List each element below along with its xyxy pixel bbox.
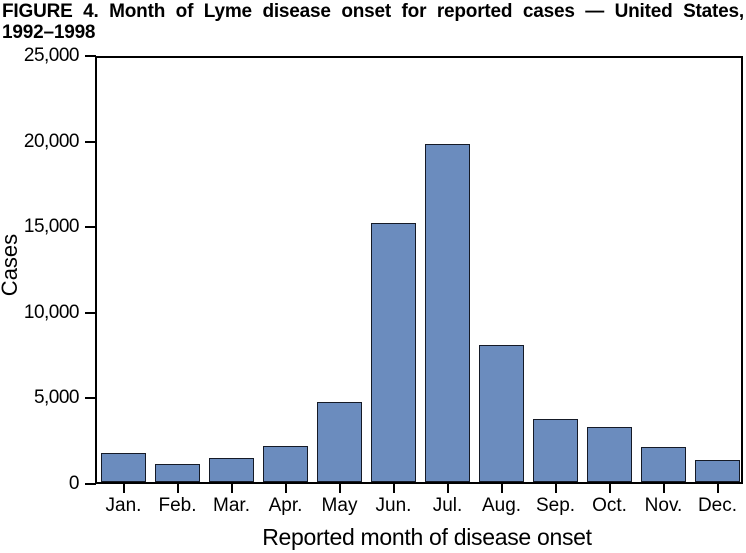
x-tick-label-may: May xyxy=(321,495,358,516)
bar-jun xyxy=(371,223,416,482)
x-tick-label-nov: Nov. xyxy=(644,495,683,516)
x-tick-jun xyxy=(392,484,395,493)
x-tick-label-feb: Feb. xyxy=(158,495,197,516)
bar-may xyxy=(317,402,362,482)
bar-sep xyxy=(533,419,578,482)
x-tick-label-mar: Mar. xyxy=(213,495,250,516)
x-tick-may xyxy=(338,484,341,493)
bar-jan xyxy=(101,453,146,482)
x-tick-feb xyxy=(176,484,179,493)
x-tick-jul xyxy=(446,484,449,493)
y-tick-0 xyxy=(85,483,96,485)
x-tick-label-aug: Aug. xyxy=(481,495,522,516)
x-tick-oct xyxy=(608,484,611,493)
figure-title-line1: FIGURE 4. Month of Lyme disease onset fo… xyxy=(2,1,744,22)
bar-apr xyxy=(263,446,308,482)
y-tick-label-5000: 5,000 xyxy=(33,387,80,409)
y-tick-5000 xyxy=(85,397,96,400)
bar-jul xyxy=(425,144,470,482)
y-tick-20000 xyxy=(85,140,96,143)
plot-area xyxy=(95,56,743,484)
x-tick-dec xyxy=(716,484,719,493)
y-tick-10000 xyxy=(85,311,96,314)
x-tick-aug xyxy=(500,484,503,493)
bar-dec xyxy=(695,460,740,482)
x-tick-label-oct: Oct. xyxy=(592,495,627,516)
y-axis-title: Cases xyxy=(0,233,22,297)
y-tick-label-15000: 15,000 xyxy=(23,216,80,238)
x-tick-label-jul: Jul. xyxy=(432,495,463,516)
x-tick-jan xyxy=(122,484,125,493)
bar-oct xyxy=(587,427,632,482)
y-tick-label-0: 0 xyxy=(68,473,80,494)
y-tick-25000 xyxy=(85,55,96,57)
y-tick-15000 xyxy=(85,226,96,229)
x-tick-label-apr: Apr. xyxy=(268,495,303,516)
x-tick-label-jan: Jan. xyxy=(105,495,142,516)
y-tick-label-10000: 10,000 xyxy=(23,301,80,323)
bar-feb xyxy=(155,464,200,482)
x-tick-apr xyxy=(284,484,287,493)
x-tick-label-sep: Sep. xyxy=(535,495,576,516)
y-tick-label-20000: 20,000 xyxy=(23,130,80,152)
x-tick-mar xyxy=(230,484,233,493)
x-tick-label-jun: Jun. xyxy=(375,495,412,516)
x-tick-label-dec: Dec. xyxy=(697,495,738,516)
bar-nov xyxy=(641,447,686,482)
x-tick-sep xyxy=(554,484,557,493)
y-tick-label-25000: 25,000 xyxy=(23,45,80,66)
bars-layer xyxy=(97,58,741,482)
x-axis-title: Reported month of disease onset xyxy=(262,524,592,550)
figure-title-line2: 1992–1998 xyxy=(2,22,96,43)
bar-mar xyxy=(209,458,254,482)
x-tick-nov xyxy=(662,484,665,493)
figure-title: FIGURE 4. Month of Lyme disease onset fo… xyxy=(2,1,744,43)
bar-aug xyxy=(479,345,524,482)
